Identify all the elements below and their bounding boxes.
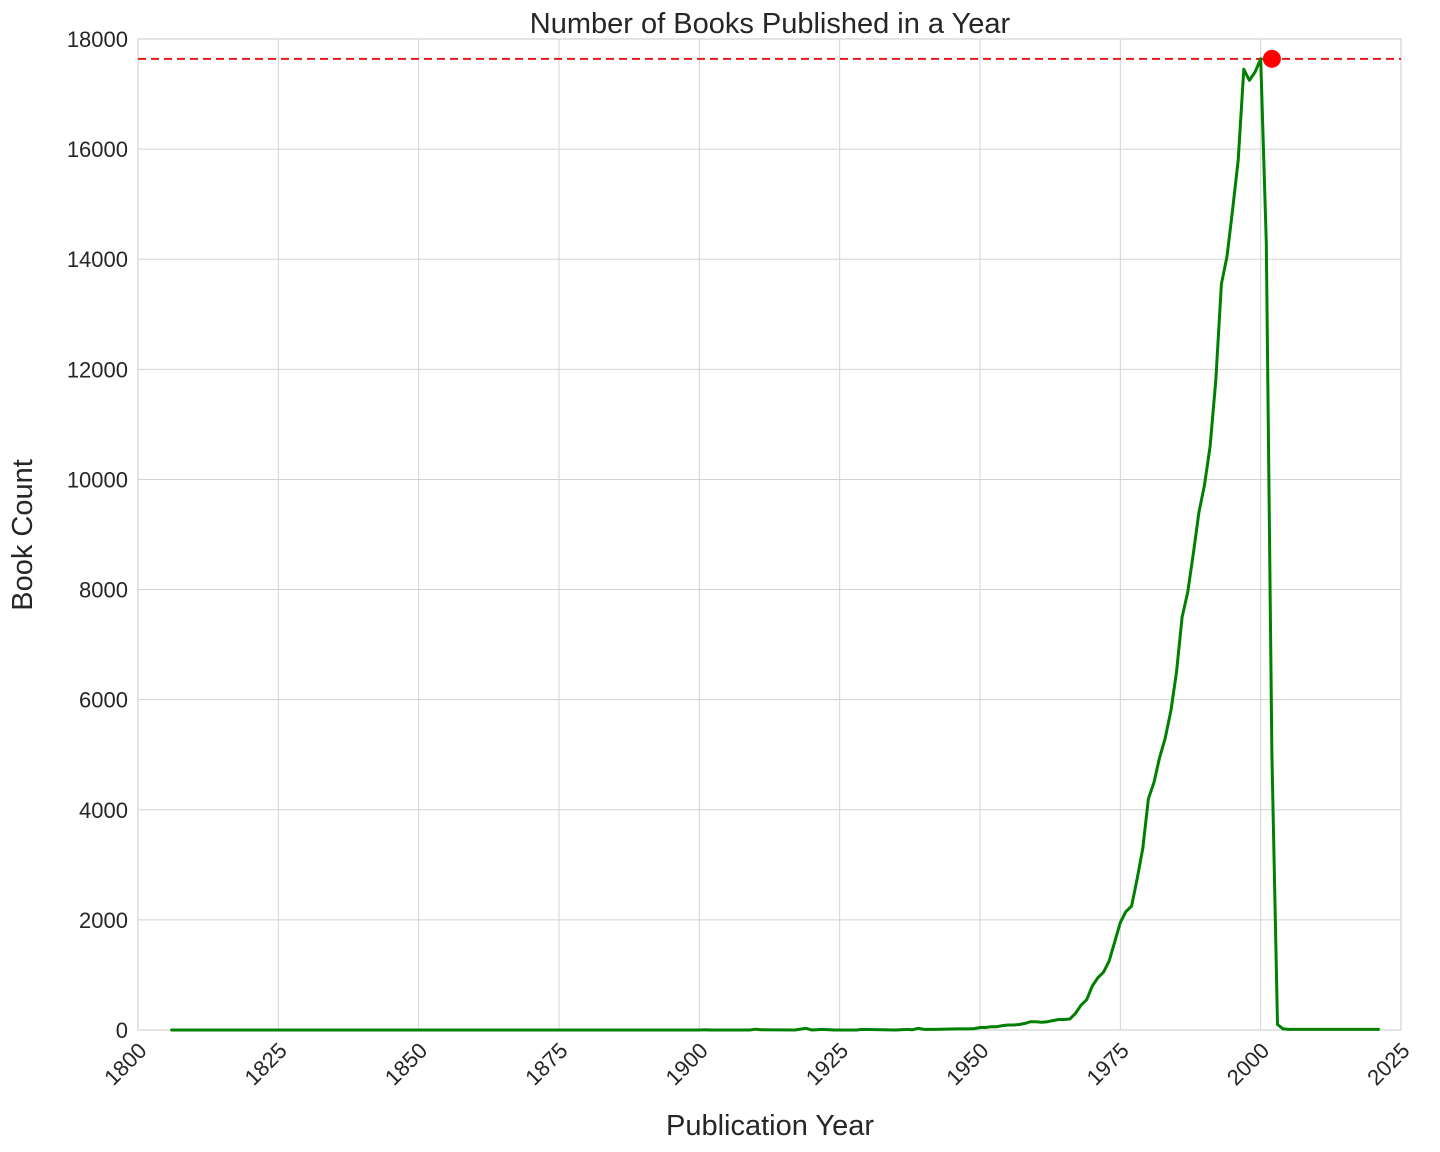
y-tick-label: 18000 <box>67 27 128 52</box>
vertical-gridlines <box>137 39 1402 1030</box>
x-axis-ticks: 1800 1825 1850 1875 1900 1925 1950 1975 2000 2025 <box>99 1038 1414 1090</box>
chart-title: Number of Books Published in a Year <box>530 8 1011 40</box>
y-tick-label: 4000 <box>79 798 128 823</box>
max-point-marker <box>1262 49 1281 68</box>
series-line <box>170 57 1380 1032</box>
series-layer <box>170 57 1380 1032</box>
y-tick-label: 14000 <box>67 247 128 272</box>
x-tick-label: 2025 <box>1362 1038 1414 1090</box>
x-tick-label: 1975 <box>1082 1038 1134 1090</box>
y-tick-label: 8000 <box>79 578 128 603</box>
x-tick-label: 1925 <box>801 1038 853 1090</box>
x-tick-label: 1850 <box>380 1038 432 1090</box>
y-axis-ticks: 0 2000 4000 6000 8000 10000 12000 14000 16000 180… <box>67 27 128 1043</box>
x-tick-label: 2000 <box>1222 1038 1274 1090</box>
x-tick-label: 1900 <box>661 1038 713 1090</box>
x-tick-label: 1800 <box>99 1038 151 1090</box>
plot-frame <box>137 38 1402 1031</box>
x-tick-label: 1950 <box>941 1038 993 1090</box>
x-axis-label: Publication Year <box>666 1110 874 1142</box>
x-tick-label: 1825 <box>240 1038 292 1090</box>
highlight-layer <box>1262 49 1281 68</box>
y-tick-label: 2000 <box>79 908 128 933</box>
y-tick-label: 16000 <box>67 137 128 162</box>
y-tick-label: 10000 <box>67 467 128 492</box>
horizontal-gridlines <box>138 38 1401 1031</box>
y-tick-label: 12000 <box>67 357 128 382</box>
y-tick-label: 6000 <box>79 688 128 713</box>
x-tick-label: 1875 <box>520 1038 572 1090</box>
y-axis-label: Book Count <box>7 459 39 611</box>
y-tick-label: 0 <box>116 1018 128 1043</box>
